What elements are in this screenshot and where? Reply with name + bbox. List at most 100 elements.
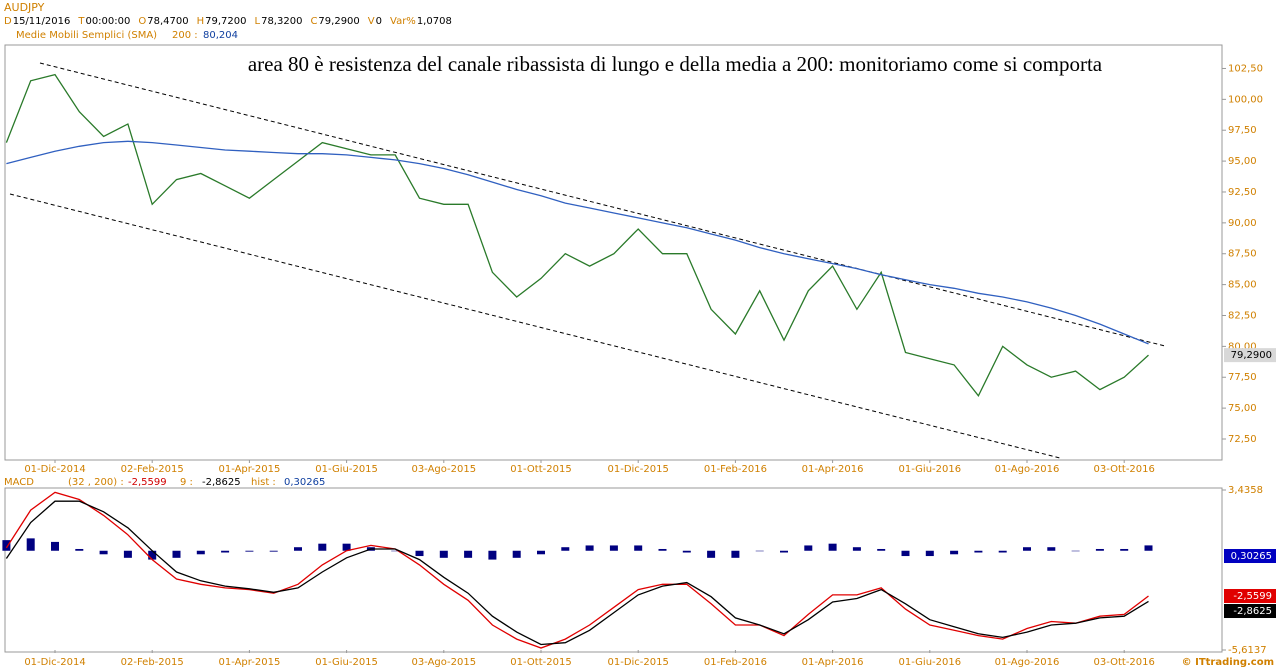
hist-bar — [682, 550, 691, 553]
x-tick-label: 01-Apr-2015 — [218, 657, 280, 668]
macd-frame — [4, 487, 1223, 653]
hist-bar — [901, 550, 910, 557]
hist-bar — [99, 550, 108, 555]
hist-bar — [877, 548, 886, 551]
hist-bar — [925, 550, 934, 557]
hist-bar — [1095, 548, 1104, 551]
hist-bar — [609, 545, 618, 551]
x-tick-label: 01-Dic-2015 — [608, 657, 669, 668]
hist-bar — [1047, 547, 1056, 551]
y-tick-label: 85,00 — [1228, 280, 1257, 291]
hist-bar — [828, 543, 837, 551]
hist-bar — [585, 545, 594, 551]
series-value-label: 0,30265 — [1231, 551, 1272, 562]
y-tick-label: 75,00 — [1228, 403, 1257, 414]
hist-bar — [658, 548, 667, 551]
x-tick-label: 01-Giu-2016 — [898, 657, 961, 668]
hist-bar — [221, 550, 230, 553]
series-line — [5, 500, 1149, 646]
y-tick-label: 3,4358 — [1228, 485, 1263, 496]
hist-bar — [634, 545, 643, 551]
hist-bar — [852, 547, 861, 551]
channel-bottom — [9, 193, 1061, 459]
x-tick-label: 01-Dic-2014 — [24, 657, 85, 668]
x-tick-label: 01-Ago-2016 — [995, 464, 1060, 475]
hist-bar — [123, 550, 132, 558]
x-tick-label: 01-Ott-2015 — [510, 464, 571, 475]
y-tick-label: 90,00 — [1228, 218, 1257, 229]
x-tick-label: 01-Feb-2016 — [704, 464, 767, 475]
x-tick-label: 03-Ago-2015 — [411, 464, 476, 475]
field-value: 78,4700 — [147, 16, 188, 27]
hist-bar — [1023, 547, 1031, 551]
annotation: area 80 è resistenza del canale ribassis… — [248, 52, 1103, 76]
y-tick-label: 77,50 — [1228, 372, 1257, 383]
hist-bar — [148, 550, 157, 560]
hist-bar — [342, 543, 351, 551]
x-tick-label: 01-Ott-2015 — [510, 657, 571, 668]
y-tick-label: -5,6137 — [1228, 645, 1267, 656]
y-tick-label: 87,50 — [1228, 249, 1257, 260]
field-key: Var% — [390, 16, 416, 27]
field-value: 79,7200 — [205, 16, 246, 27]
x-tick-label: 01-Giu-2015 — [315, 657, 378, 668]
field-key: H — [197, 16, 205, 27]
field-value: 1,0708 — [417, 16, 452, 27]
sma-value: 80,204 — [203, 30, 238, 41]
macd-value: -2,5599 — [128, 477, 167, 488]
y-tick-label: 97,50 — [1228, 125, 1257, 136]
field-value: 78,3200 — [261, 16, 302, 27]
y-tick-label: 72,50 — [1228, 434, 1257, 445]
x-tick-label: 02-Feb-2015 — [121, 657, 184, 668]
field-value: 00:00:00 — [85, 16, 130, 27]
hist-bar — [488, 550, 497, 560]
x-tick-label: 01-Apr-2016 — [802, 464, 864, 475]
field-value: 15/11/2016 — [13, 16, 71, 27]
field-key: D — [4, 16, 12, 27]
hist-bar — [439, 550, 448, 558]
hist-bar — [294, 547, 302, 551]
hist-value: 0,30265 — [284, 477, 325, 488]
hist-bar — [172, 550, 181, 558]
price-frame — [4, 44, 1223, 461]
x-tick-label: 01-Feb-2016 — [704, 657, 767, 668]
hist-bar — [731, 550, 740, 558]
signal-key: 9 : — [180, 477, 193, 488]
last-price-label: 79,2900 — [1231, 350, 1272, 361]
hist-bar — [464, 550, 473, 558]
hist-bar — [318, 543, 327, 551]
hist-bar — [196, 550, 205, 555]
field-key: V — [368, 16, 375, 27]
series-line — [5, 73, 1149, 398]
symbol: AUDJPY — [4, 1, 45, 14]
hist-bar — [391, 550, 400, 552]
x-tick-label: 01-Apr-2016 — [802, 657, 864, 668]
sma-name: Medie Mobili Semplici (SMA) — [16, 30, 157, 41]
y-tick-label: 82,50 — [1228, 310, 1257, 321]
x-tick-label: 01-Dic-2015 — [608, 464, 669, 475]
channel-top — [39, 62, 1166, 347]
x-tick-label: 01-Giu-2015 — [315, 464, 378, 475]
x-tick-label: 03-Ott-2016 — [1094, 657, 1155, 668]
x-tick-label: 03-Ago-2015 — [411, 657, 476, 668]
hist-bar — [755, 550, 764, 552]
hist-bar — [1120, 548, 1129, 551]
y-tick-label: 100,00 — [1228, 94, 1263, 105]
hist-bar — [269, 550, 278, 552]
field-key: C — [310, 16, 317, 27]
last-price-label-box — [1224, 348, 1276, 363]
copyright: © ITtrading.com — [1182, 657, 1274, 668]
x-tick-label: 02-Feb-2015 — [121, 464, 184, 475]
hist-bar — [512, 550, 521, 558]
hist-bar — [561, 547, 570, 551]
hist-bar — [26, 538, 35, 551]
y-tick-label: 95,00 — [1228, 156, 1257, 167]
hist-bar — [1144, 545, 1153, 551]
hist-bar — [537, 550, 545, 555]
hist-bar — [804, 545, 813, 551]
x-tick-label: 01-Dic-2014 — [24, 464, 85, 475]
sma-period: 200 : — [172, 30, 198, 41]
hist-bar — [780, 550, 788, 553]
field-key: L — [255, 16, 261, 27]
series-value-label: -2,5599 — [1233, 591, 1272, 602]
